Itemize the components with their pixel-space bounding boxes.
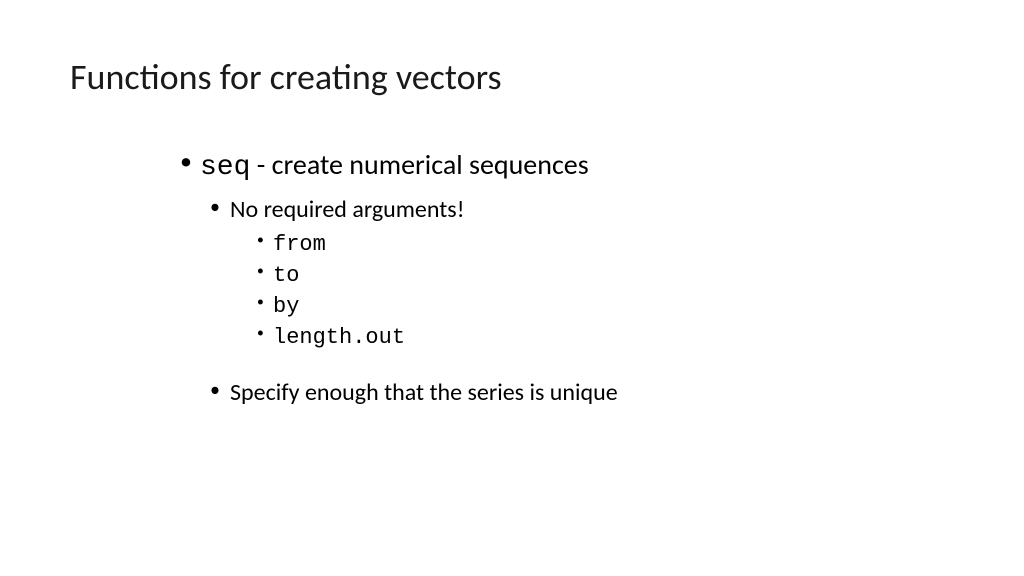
bullet-seq: seq - create numerical sequences (180, 147, 954, 183)
bullet-specify-unique: Specify enough that the series is unique (210, 378, 954, 407)
slide-content: seq - create numerical sequences No requ… (70, 147, 954, 407)
bullet-arg-to: to (255, 263, 954, 288)
spacer (180, 356, 954, 378)
bullet-no-required-args: No required arguments! (210, 195, 954, 224)
bullet-arg-by: by (255, 294, 954, 319)
bullet-arg-lengthout: length.out (255, 325, 954, 350)
slide-title: Functions for creating vectors (70, 55, 954, 99)
code-seq: seq (200, 152, 250, 183)
slide: Functions for creating vectors seq - cre… (0, 0, 1024, 576)
text-seq-desc: - create numerical sequences (250, 147, 588, 182)
bullet-arg-from: from (255, 232, 954, 257)
